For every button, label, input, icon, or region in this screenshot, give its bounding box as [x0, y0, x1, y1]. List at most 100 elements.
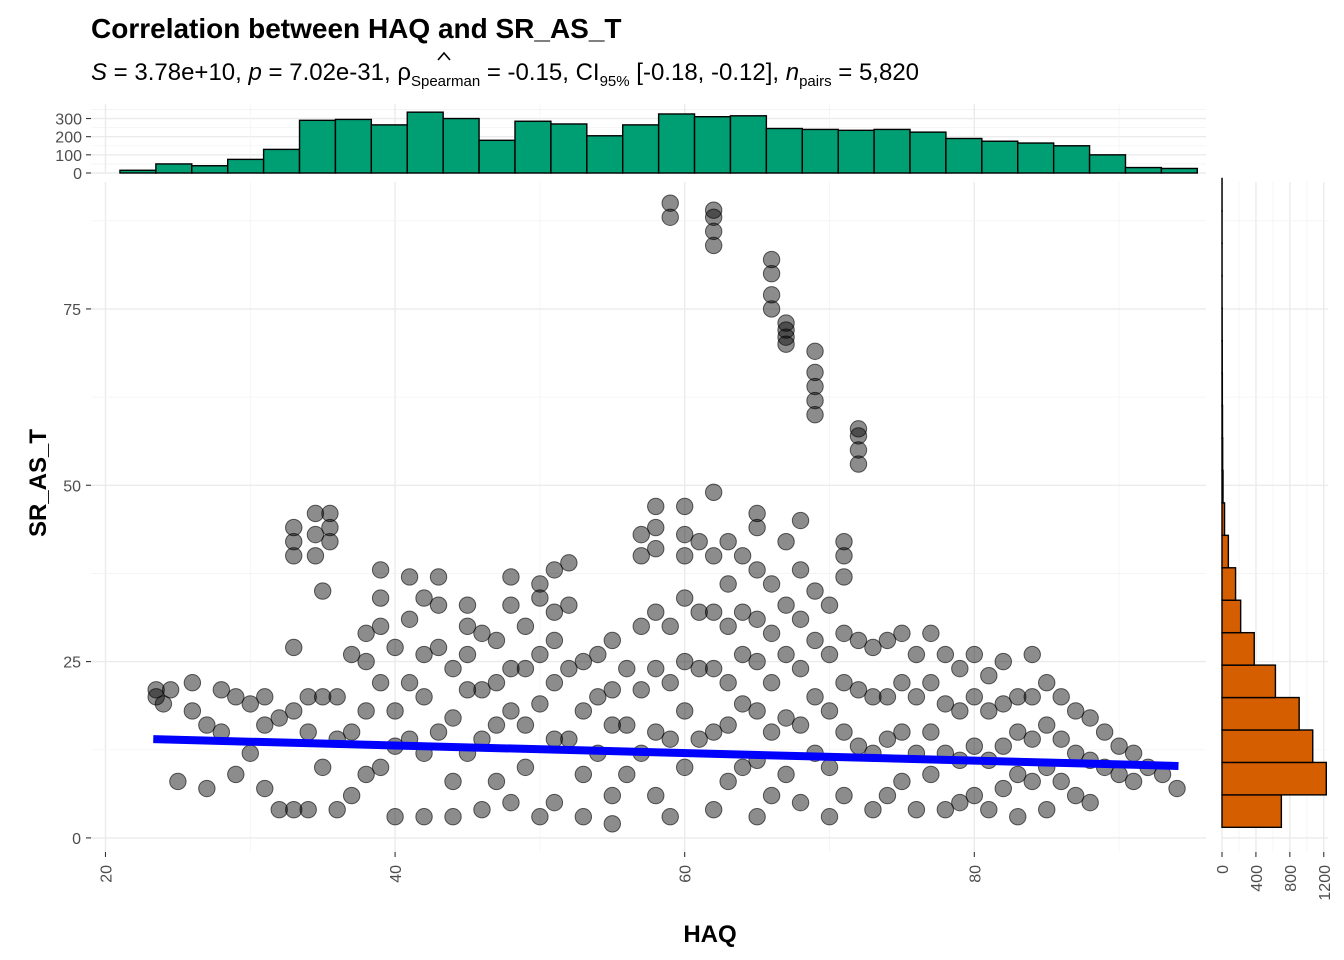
- scatter-point: [306, 525, 325, 544]
- regression-line-group: [153, 735, 1179, 770]
- top-hist-bar: [1088, 154, 1127, 174]
- scatter-point: [907, 800, 926, 819]
- scatter-point: [748, 518, 766, 537]
- scatter-point: [400, 674, 419, 692]
- subtitle-rho-subscript: Spearman: [411, 73, 480, 90]
- top-hist-bar: [334, 118, 373, 174]
- scatter-point: [719, 716, 737, 734]
- scatter-point: [647, 518, 665, 537]
- scatter-point: [777, 645, 795, 664]
- scatter-points: [147, 194, 1186, 833]
- scatter-point: [161, 681, 180, 699]
- right-hist-bar: [1221, 437, 1224, 472]
- scatter-point: [502, 568, 520, 586]
- scatter-point: [806, 582, 824, 600]
- top-hist-bar: [1052, 145, 1091, 174]
- subtitle-rho-value: -0.15: [508, 59, 563, 86]
- scatter-point: [704, 547, 723, 565]
- scatter-point: [951, 659, 969, 678]
- scatter-point: [632, 525, 650, 544]
- scatter-point: [285, 702, 303, 720]
- scatter-point: [835, 723, 853, 741]
- scatter-point: [820, 702, 839, 720]
- scatter-point: [661, 674, 679, 692]
- right-hist-tick-label: 1200: [1317, 865, 1334, 901]
- x-tick-label: 40: [388, 865, 405, 883]
- scatter-point: [791, 561, 810, 579]
- scatter-point: [560, 730, 578, 748]
- scatter-point: [994, 779, 1012, 798]
- scatter-point: [777, 328, 795, 346]
- scatter-point: [704, 208, 723, 226]
- top-hist-bar: [657, 113, 696, 174]
- scatter-point: [545, 730, 564, 748]
- right-hist-bar: [1221, 631, 1255, 666]
- subtitle-rho-symbol: ρ: [397, 59, 411, 86]
- scatter-point: [429, 638, 448, 657]
- scatter-point: [531, 575, 549, 593]
- scatter-point: [183, 674, 202, 692]
- scatter-point: [1038, 716, 1056, 734]
- scatter-point: [603, 716, 621, 734]
- scatter-point: [647, 497, 665, 516]
- top-hist-bar: [155, 163, 193, 174]
- scatter-point: [487, 631, 506, 650]
- scatter-point: [473, 624, 491, 643]
- scatter-point: [285, 518, 303, 537]
- scatter-point: [704, 201, 723, 219]
- scatter-point: [487, 674, 506, 692]
- y-tick-label: 25: [63, 655, 81, 672]
- scatter-point: [1081, 709, 1099, 727]
- scatter-point: [313, 688, 332, 706]
- scatter-point: [1110, 737, 1128, 755]
- scatter-point: [313, 758, 332, 777]
- scatter-point: [227, 688, 245, 706]
- scatter-point: [719, 532, 737, 551]
- scatter-point: [733, 645, 752, 664]
- scatter-point: [849, 737, 868, 755]
- scatter-point: [1081, 793, 1099, 812]
- scatter-point: [661, 617, 679, 636]
- scatter-point: [820, 596, 839, 614]
- scatter-point: [560, 596, 578, 614]
- y-tick-label: 0: [72, 831, 81, 848]
- scatter-point: [907, 645, 926, 664]
- scatter-point: [1095, 723, 1114, 741]
- scatter-point: [618, 765, 636, 784]
- scatter-point: [603, 681, 621, 699]
- scatter-point: [690, 659, 708, 678]
- subtitle-ci-label: CI: [576, 59, 600, 86]
- scatter-point: [473, 681, 491, 699]
- x-tick-label: 20: [98, 865, 115, 883]
- scatter-point: [647, 786, 665, 805]
- scatter-point: [321, 518, 339, 537]
- scatter-point: [1066, 786, 1085, 805]
- scatter-point: [762, 575, 781, 593]
- scatter-point: [502, 793, 520, 812]
- scatter-point: [719, 617, 737, 636]
- scatter-point: [1052, 730, 1070, 748]
- scatter-point: [487, 772, 506, 791]
- scatter-point: [589, 688, 607, 706]
- scatter-point: [516, 659, 535, 678]
- scatter-point: [835, 674, 853, 692]
- top-hist-bar: [478, 139, 516, 174]
- x-axis-label: HAQ: [683, 921, 736, 948]
- y-tick-label: 50: [63, 478, 81, 495]
- scatter-point: [791, 716, 810, 734]
- scatter-point: [458, 681, 477, 699]
- scatter-point: [502, 596, 520, 614]
- scatter-point: [1124, 772, 1143, 791]
- scatter-point: [1023, 772, 1041, 791]
- scatter-point: [147, 681, 165, 699]
- scatter-point: [762, 674, 781, 692]
- scatter-point: [806, 342, 824, 360]
- scatter-point: [306, 504, 325, 523]
- top-hist-bar: [262, 148, 301, 174]
- scatter-point: [820, 808, 839, 826]
- scatter-point: [791, 511, 810, 530]
- scatter-point: [400, 568, 419, 586]
- scatter-point: [661, 208, 679, 226]
- scatter-point: [299, 688, 317, 706]
- subtitle-ci-value: [-0.18, -0.12]: [636, 59, 772, 86]
